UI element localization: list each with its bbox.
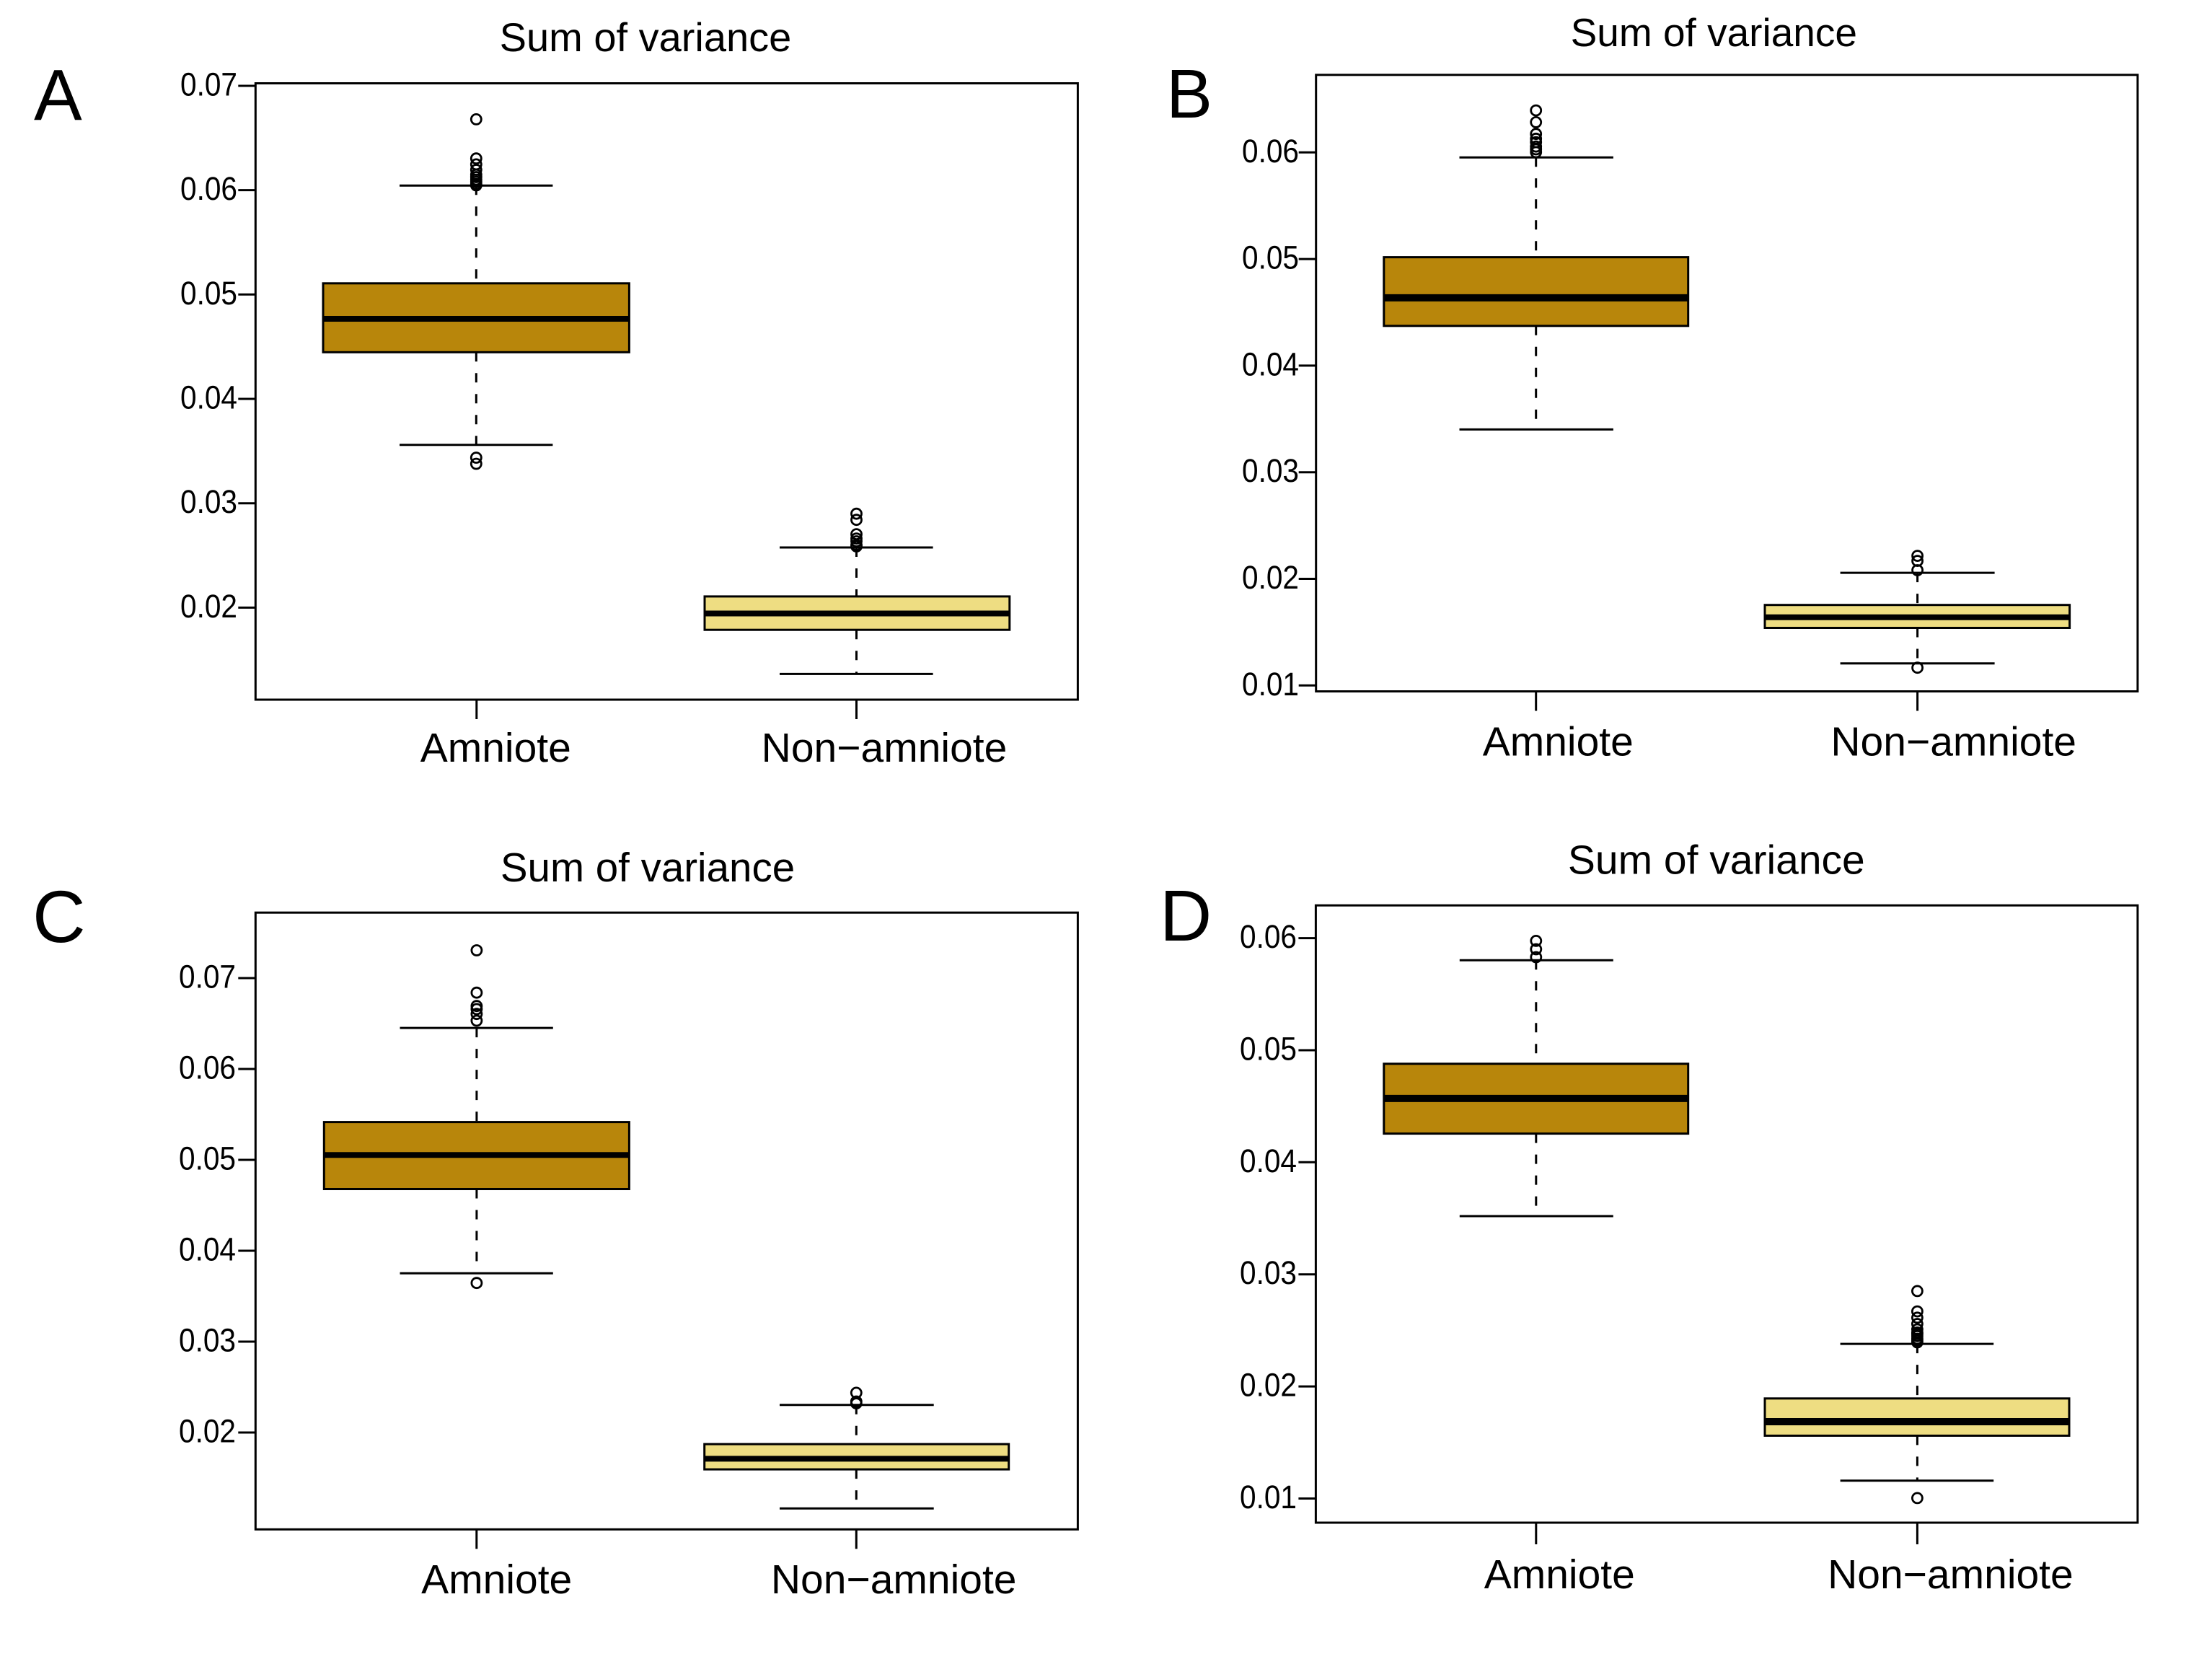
svg-text:B: B <box>1166 56 1212 133</box>
svg-text:0.07: 0.07 <box>180 66 237 103</box>
svg-text:Non−amniote: Non−amniote <box>1828 1552 2074 1598</box>
svg-text:0.04: 0.04 <box>1240 1143 1297 1179</box>
svg-text:Amniote: Amniote <box>1484 1552 1635 1598</box>
svg-text:0.07: 0.07 <box>179 959 236 995</box>
svg-text:0.04: 0.04 <box>179 1231 236 1268</box>
svg-text:0.04: 0.04 <box>180 379 237 416</box>
svg-text:0.02: 0.02 <box>1242 559 1299 596</box>
svg-text:D: D <box>1160 876 1212 956</box>
svg-text:0.01: 0.01 <box>1242 666 1299 703</box>
svg-text:0.03: 0.03 <box>180 483 237 520</box>
svg-text:0.05: 0.05 <box>1240 1031 1297 1068</box>
svg-text:0.01: 0.01 <box>1240 1479 1297 1515</box>
svg-text:0.06: 0.06 <box>180 170 237 207</box>
svg-text:Amniote: Amniote <box>1483 718 1634 765</box>
svg-text:Non−amniote: Non−amniote <box>771 1557 1017 1603</box>
svg-text:0.02: 0.02 <box>179 1413 236 1450</box>
svg-text:0.03: 0.03 <box>1240 1254 1297 1291</box>
svg-text:0.02: 0.02 <box>180 588 237 625</box>
svg-text:0.04: 0.04 <box>1242 346 1299 382</box>
svg-text:Sum of variance: Sum of variance <box>500 14 792 60</box>
svg-text:C: C <box>32 876 86 958</box>
svg-text:Amniote: Amniote <box>420 725 571 771</box>
svg-text:A: A <box>34 55 82 136</box>
svg-text:Sum of variance: Sum of variance <box>501 845 795 890</box>
svg-text:0.05: 0.05 <box>179 1140 236 1177</box>
svg-text:0.06: 0.06 <box>179 1049 236 1086</box>
svg-text:0.03: 0.03 <box>1242 452 1299 489</box>
svg-text:Sum of variance: Sum of variance <box>1571 10 1857 55</box>
svg-text:0.02: 0.02 <box>1240 1367 1297 1404</box>
svg-text:0.05: 0.05 <box>180 275 237 312</box>
svg-text:Sum of variance: Sum of variance <box>1568 837 1865 884</box>
svg-text:Amniote: Amniote <box>421 1557 572 1603</box>
svg-text:0.06: 0.06 <box>1240 918 1297 955</box>
svg-text:Non−amniote: Non−amniote <box>762 725 1008 771</box>
svg-text:Non−amniote: Non−amniote <box>1830 719 2076 765</box>
svg-text:0.05: 0.05 <box>1242 239 1299 276</box>
svg-text:0.03: 0.03 <box>179 1322 236 1359</box>
svg-text:0.06: 0.06 <box>1242 133 1299 170</box>
